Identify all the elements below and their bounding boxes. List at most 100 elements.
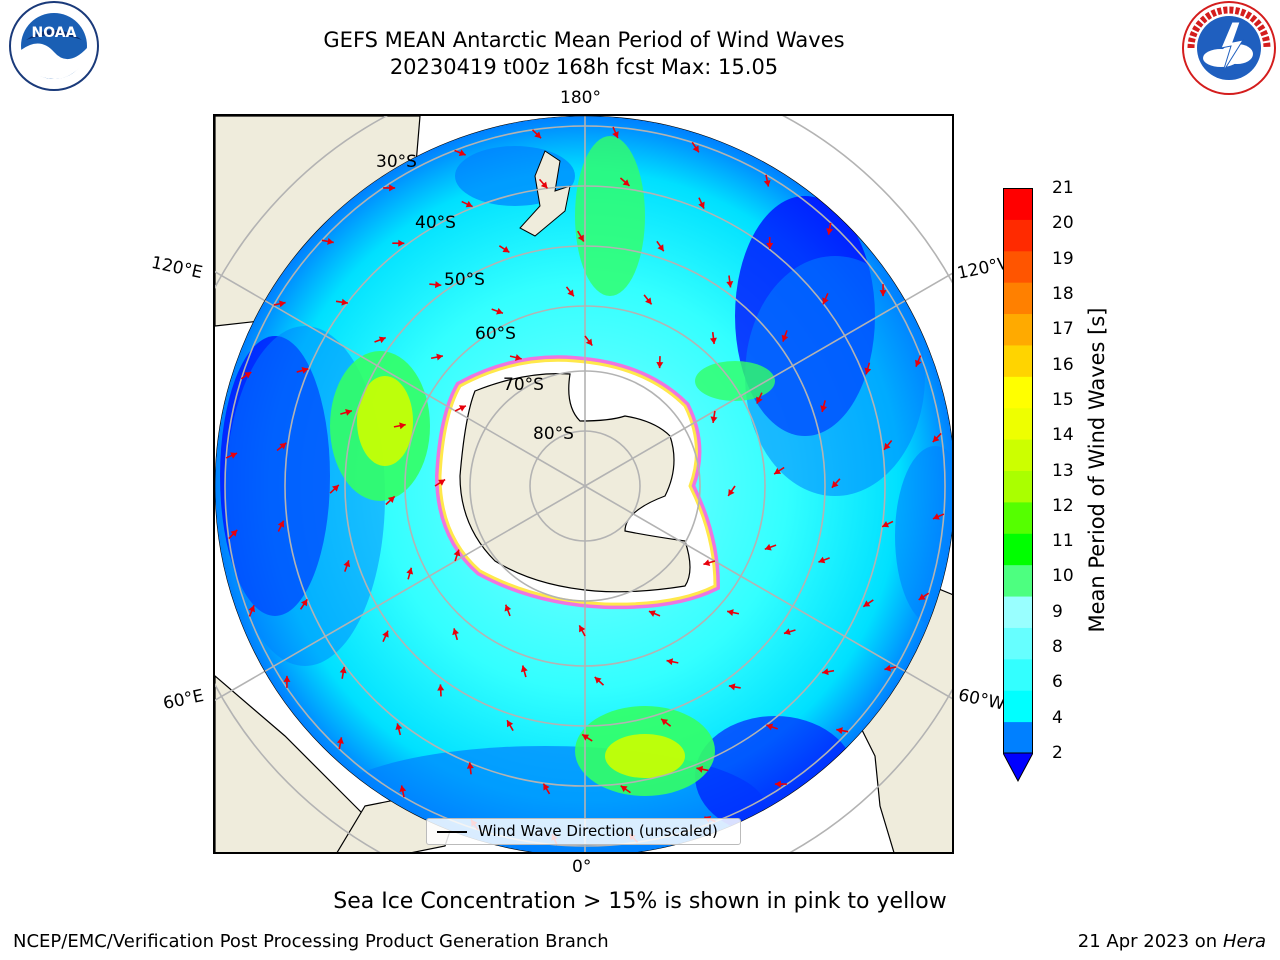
lat-label-70s: 70°S: [503, 375, 544, 395]
colorbar-tick-label: 6: [1052, 672, 1063, 693]
colorbar-band: [1003, 376, 1033, 409]
wind-arrow-head: [515, 354, 522, 361]
wind-arrow-head: [283, 675, 291, 682]
wind-arrow-head: [534, 131, 542, 139]
wind-arrow-head: [822, 668, 829, 676]
colorbar-band: [1003, 407, 1033, 440]
noaa-logo: NOAA: [0, 0, 106, 100]
wind-arrow-head: [766, 242, 774, 250]
wind-arrow-head: [230, 529, 238, 537]
colorbar-frame: [1003, 188, 1033, 754]
colorbar-svg: [1002, 188, 1034, 783]
wind-arrow-head: [458, 405, 466, 412]
wind-arrow-head: [436, 353, 443, 361]
wind-arrow-head: [915, 359, 922, 367]
wind-arrow-head: [577, 234, 584, 242]
wind-arrow-head: [395, 723, 403, 731]
colorbar-band: [1003, 721, 1033, 754]
colorbar-tick-label: 11: [1052, 531, 1074, 552]
colorbar-tick-label: 9: [1052, 601, 1063, 622]
wind-arrow-head: [567, 289, 574, 297]
wind-arrow-head: [579, 625, 586, 633]
wind-arrow-head: [727, 609, 734, 616]
colorbar-band: [1003, 658, 1033, 691]
wind-arrow-head: [502, 246, 510, 253]
colorbar-band: [1003, 470, 1033, 503]
wind-arrow-head: [781, 334, 789, 342]
colorbar-tick-label: 20: [1052, 213, 1074, 234]
lat-label-40s: 40°S: [415, 213, 456, 233]
wind-arrow-head: [399, 785, 407, 793]
wind-arrow-head: [465, 200, 473, 208]
wind-arrow-head: [863, 600, 871, 607]
colorbar-tick-label: 15: [1052, 389, 1074, 410]
wind-arrow-head: [883, 442, 891, 450]
colorbar-tick-label: 17: [1052, 319, 1074, 340]
wind-wave-arrows: [225, 126, 945, 846]
wind-arrow-head: [301, 367, 309, 374]
lon-label-60e: 60°E: [161, 685, 206, 715]
wind-arrow-head: [726, 281, 734, 288]
polar-map: [213, 114, 954, 854]
wind-arrow-head: [836, 727, 843, 735]
colorbar-band: [1003, 219, 1033, 252]
wind-arrow-head: [466, 762, 474, 769]
map-title: GEFS MEAN Antarctic Mean Period of Wind …: [323, 28, 845, 52]
wind-arrow-head: [763, 179, 771, 187]
wind-arrow-head: [594, 676, 602, 684]
footer-date-text: 21 Apr 2023 on: [1077, 931, 1218, 952]
colorbar-tick-label: 8: [1052, 637, 1063, 658]
footer-date: 21 Apr 2023 on Hera: [1078, 931, 1266, 952]
footer-credit: NCEP/EMC/Verification Post Processing Pr…: [13, 931, 609, 952]
colorbar: [1002, 188, 1034, 783]
wind-arrow-head: [399, 422, 406, 430]
wind-arrow-head: [543, 783, 550, 791]
wind-arrow-head: [339, 666, 347, 674]
wind-arrow-head: [756, 396, 763, 404]
antarctica-land: [459, 373, 691, 593]
wind-arrow-head: [661, 718, 669, 726]
wind-arrow-head: [884, 664, 892, 672]
wind-arrow-head: [764, 543, 772, 551]
new-zealand-land: [519, 150, 571, 237]
wind-arrow-head: [520, 665, 528, 673]
colorbar-extension: [1002, 752, 1034, 783]
colorbar-band: [1003, 501, 1033, 534]
wind-arrow-head: [864, 367, 872, 375]
wind-arrow-head: [540, 181, 548, 189]
lon-label-60w: 60°W: [956, 685, 1007, 715]
lon-label-120e: 120°E: [149, 252, 205, 284]
wind-arrow-head: [585, 338, 593, 346]
colorbar-tick-label: 18: [1052, 283, 1074, 304]
wind-arrow-head: [343, 560, 351, 568]
wind-arrow-head: [728, 683, 736, 691]
lat-label-80s: 80°S: [533, 424, 574, 444]
map-legend: Wind Wave Direction (unscaled): [426, 818, 741, 845]
wind-arrow-head: [728, 488, 735, 496]
wind-arrow-head: [648, 610, 656, 617]
nws-logo: [1177, 0, 1279, 100]
wind-arrow-head: [327, 237, 334, 245]
wind-arrow-head: [398, 239, 405, 247]
wind-arrow-head: [656, 361, 664, 369]
colorbar-band: [1003, 596, 1033, 628]
wind-arrow-head: [820, 405, 828, 412]
wind-arrow-head: [387, 496, 395, 504]
wind-arrow-head: [698, 201, 705, 209]
wind-arrow-head: [244, 372, 252, 379]
wind-arrow-head: [277, 520, 285, 528]
wind-arrow-head: [248, 605, 255, 613]
lon-label-0: 0°: [572, 857, 592, 877]
wind-arrow-head: [496, 307, 503, 315]
wind-arrow-head: [882, 520, 890, 528]
graticule: [215, 116, 952, 852]
wind-arrow-head: [622, 179, 630, 186]
colorbar-tick-label: 13: [1052, 460, 1074, 481]
colorbar-tick-label: 14: [1052, 425, 1074, 446]
wind-arrow-head: [438, 479, 446, 486]
wind-arrow-head: [932, 435, 940, 443]
wind-arrow-head: [710, 416, 718, 423]
wind-arrow-head: [709, 337, 717, 345]
svg-text:NOAA: NOAA: [32, 25, 77, 41]
colorbar-band: [1003, 188, 1033, 220]
